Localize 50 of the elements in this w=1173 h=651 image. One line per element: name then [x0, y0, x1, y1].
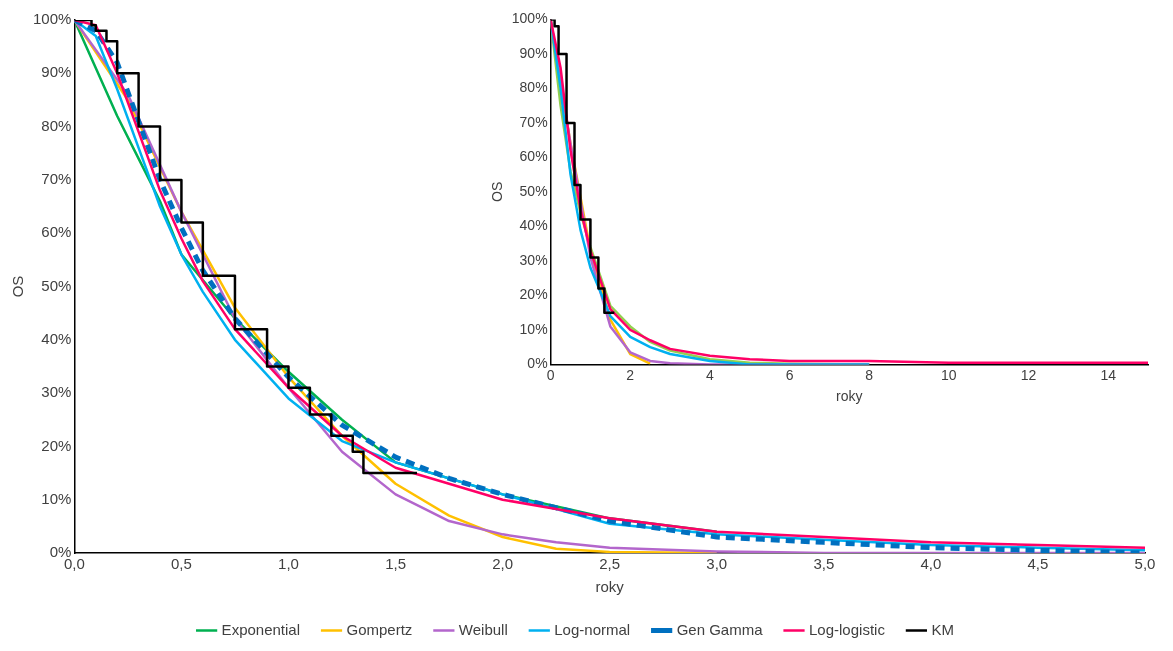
x-tick-label: 2,5 [599, 555, 621, 573]
x-tick-label: 1,5 [385, 555, 406, 573]
y-tick-label: 60% [41, 223, 72, 241]
x-tick-label: 4 [706, 366, 715, 383]
y-tick-label: 0% [527, 355, 548, 372]
y-tick-label: 90% [519, 44, 548, 61]
legend-label: Gen Gamma [676, 620, 764, 638]
x-tick-label: 10 [941, 366, 957, 383]
x-tick-label: 3,5 [813, 555, 835, 573]
x-tick-label: 0,5 [171, 555, 192, 573]
x-tick-label: 14 [1100, 366, 1117, 383]
x-tick-label: 2,0 [492, 555, 514, 573]
y-tick-label: 40% [41, 329, 72, 347]
x-tick-label: 12 [1020, 366, 1037, 383]
legend-label: Weibull [458, 620, 508, 638]
y-tick-label: 80% [519, 79, 548, 96]
y-axis-title: OS [489, 181, 506, 203]
y-tick-label: 40% [519, 217, 548, 234]
x-tick-label: 3,0 [706, 555, 728, 573]
y-tick-label: 60% [519, 148, 548, 165]
y-tick-label: 30% [41, 383, 72, 401]
legend-label: Log-normal [554, 620, 631, 638]
x-axis-title: roky [836, 388, 863, 405]
x-tick-label: 6 [785, 366, 794, 383]
y-tick-label: 20% [519, 286, 548, 303]
y-tick-label: 100% [511, 10, 548, 27]
x-tick-label: 4,0 [920, 555, 942, 573]
y-tick-label: 10% [41, 489, 72, 507]
legend-label: Log-logistic [809, 620, 886, 638]
y-axis-title: OS [9, 275, 27, 298]
y-tick-label: 80% [41, 116, 72, 134]
y-tick-label: 10% [519, 320, 548, 337]
legend-label: Exponential [221, 620, 301, 638]
y-tick-label: 70% [41, 170, 72, 188]
legend-label: KM [931, 620, 954, 638]
y-tick-label: 100% [32, 10, 72, 28]
x-tick-label: 8 [865, 366, 874, 383]
y-tick-label: 90% [41, 63, 72, 81]
x-tick-label: 1,0 [278, 555, 299, 573]
y-tick-label: 20% [41, 436, 72, 454]
x-axis-title: roky [595, 578, 625, 596]
y-tick-label: 70% [519, 113, 548, 130]
x-tick-label: 4,5 [1027, 555, 1049, 573]
y-tick-label: 50% [519, 182, 548, 199]
y-tick-label: 30% [519, 251, 548, 268]
x-tick-label: 5,0 [1134, 555, 1156, 573]
x-tick-label: 0 [546, 366, 555, 383]
x-tick-label: 2 [626, 366, 635, 383]
legend-label: Gompertz [346, 620, 413, 638]
y-tick-label: 50% [41, 276, 72, 294]
